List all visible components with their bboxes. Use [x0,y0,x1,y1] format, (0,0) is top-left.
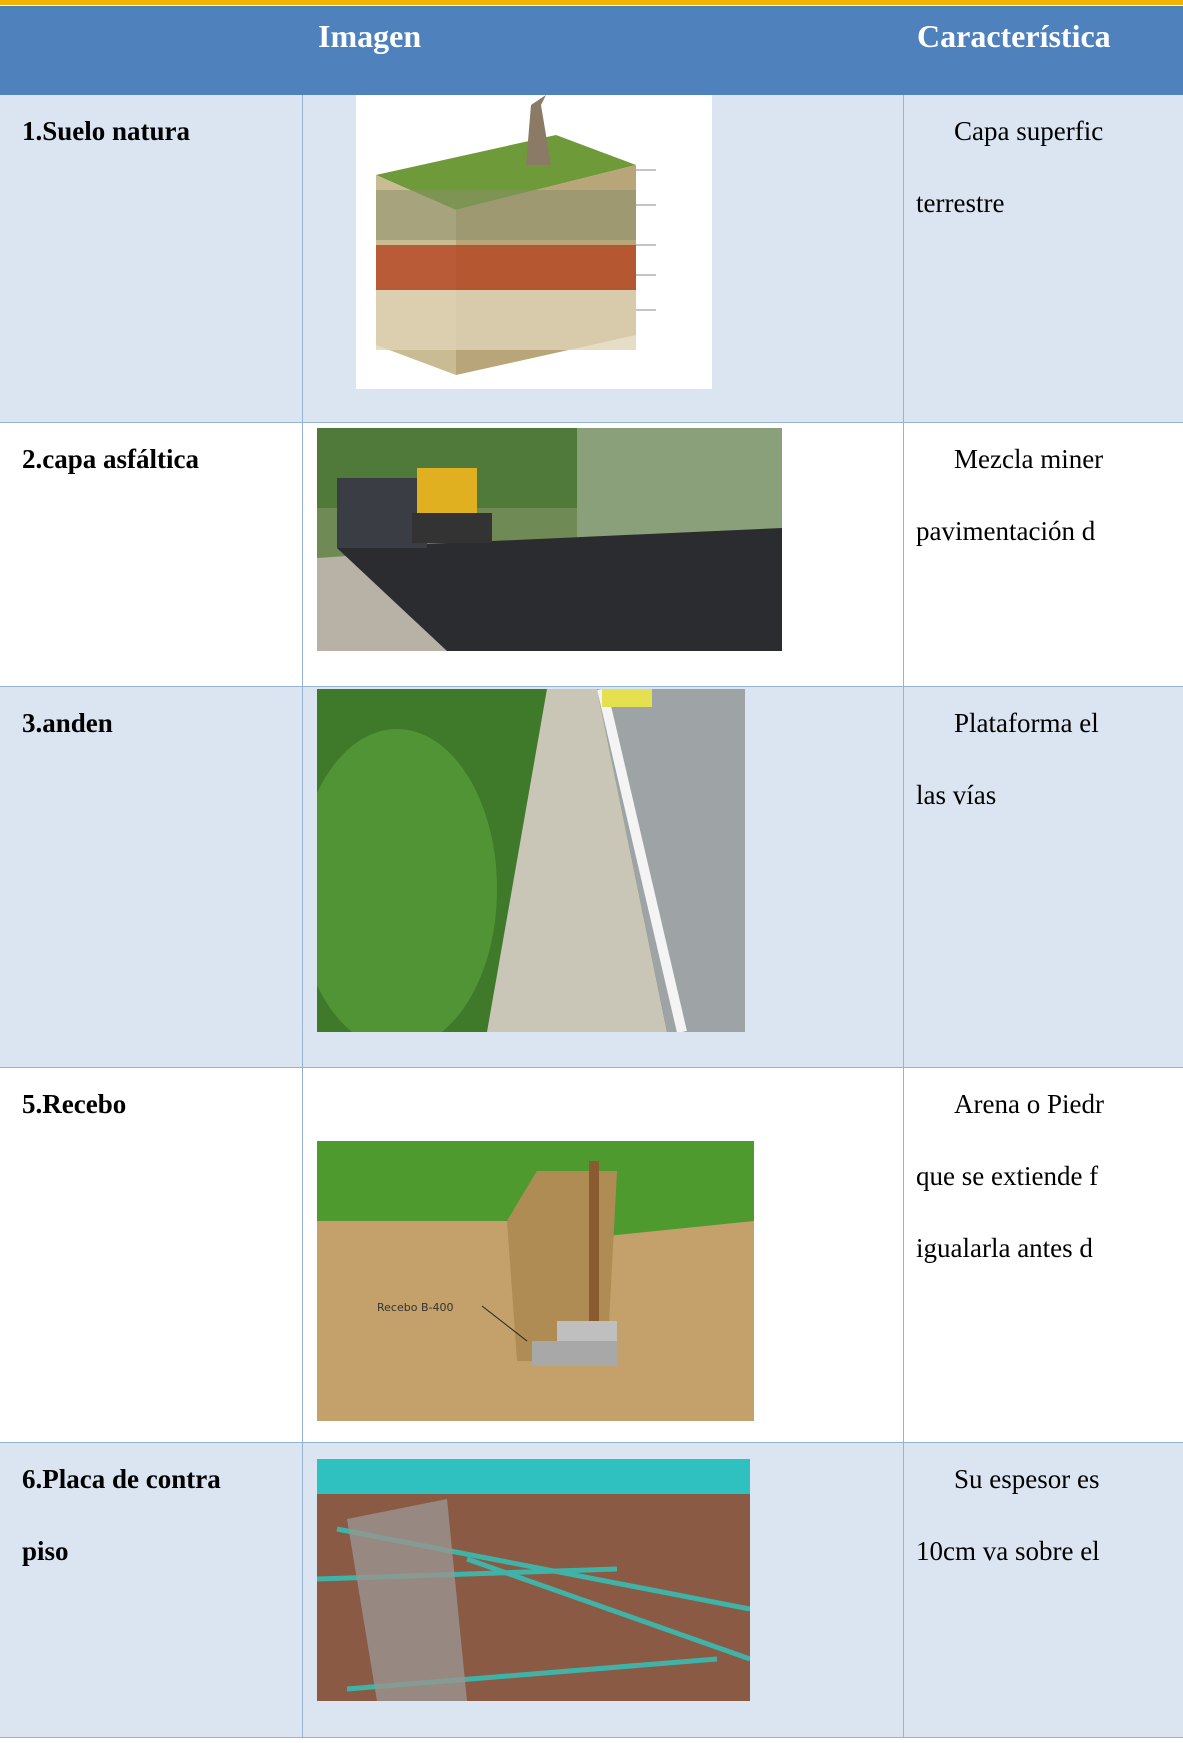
description-line: Plataforma el [954,708,1099,738]
description-line: igualarla antes d [916,1233,1093,1263]
slab-image [317,1459,750,1701]
label-line: 1.Suelo natura [22,116,191,146]
description-line: las vías [916,780,997,810]
description-line: Arena o Piedr [954,1089,1104,1119]
column-divider [302,95,303,1738]
sidewalk-image [317,689,745,1032]
description-line: Su espesor es [954,1464,1100,1494]
description-line: pavimentación d [916,516,1096,546]
row-description: Mezcla miner pavimentación d [916,423,1103,567]
row-label: 3.anden [22,687,113,759]
asphalt-image [317,428,782,651]
recebo-image: Recebo B-400 [317,1141,754,1421]
row-label: 5.Recebo [22,1068,126,1140]
table-row: 5.Recebo Arena o Piedr que se extiende f ig… [0,1068,1183,1443]
header-cell: Característica [917,18,1111,54]
row-label: 1.Suelo natura [22,95,190,167]
label-line: 6.Placa de contra [22,1464,221,1494]
table-row: 2.capa asfáltica Mezcla miner pavimentació… [0,423,1183,687]
table-header: Imagen Característica [0,6,1183,95]
row-description: Capa superfic terrestre [916,95,1103,239]
label-line: piso [22,1536,69,1566]
row-label: 2.capa asfáltica [22,423,199,495]
description-line: que se extiende f [916,1161,1099,1191]
row-description: Plataforma el las vías [916,687,1099,831]
description-line: 10cm va sobre el [916,1536,1100,1566]
row-description: Arena o Piedr que se extiende f igualarla … [916,1068,1104,1284]
description-line: Mezcla miner [954,444,1104,474]
image-annotation: Recebo B-400 [377,1301,453,1314]
description-line: terrestre [916,188,1005,218]
label-line: 5.Recebo [22,1089,127,1119]
label-line: 2.capa asfáltica [22,444,199,474]
description-line: Capa superfic [954,116,1104,146]
row-label: 6.Placa de contra piso [22,1443,221,1587]
row-description: Su espesor es 10cm va sobre el [916,1443,1100,1587]
column-divider [903,95,904,1738]
label-line: 3.anden [22,708,113,738]
soil-profile-image [356,95,712,389]
top-rule [0,0,1183,5]
header-cell: Imagen [318,18,422,54]
